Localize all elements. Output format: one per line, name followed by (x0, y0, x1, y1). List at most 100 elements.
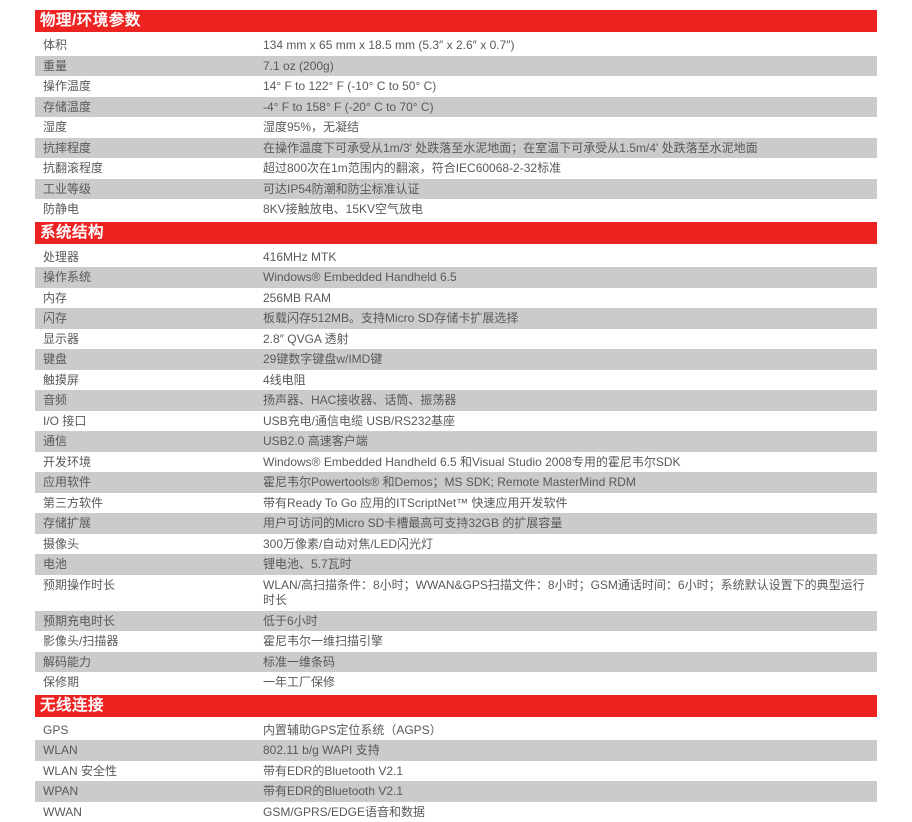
table-row: 电池锂电池、5.7瓦时 (35, 554, 877, 575)
spec-value: 带有EDR的Bluetooth V2.1 (263, 761, 877, 782)
spec-label: WLAN (35, 740, 263, 761)
spec-label: 预期充电时长 (35, 611, 263, 632)
table-row: 解码能力标准一维条码 (35, 652, 877, 673)
spec-value: GSM/GPRS/EDGE语音和数据 (263, 802, 877, 822)
spec-value: 134 mm x 65 mm x 18.5 mm (5.3″ x 2.6″ x … (263, 35, 877, 56)
spec-label: 存储温度 (35, 97, 263, 118)
spec-value: 霍尼韦尔一维扫描引擎 (263, 631, 877, 652)
table-row: 预期充电时长低于6小时 (35, 611, 877, 632)
table-row: 影像头/扫描器霍尼韦尔一维扫描引擎 (35, 631, 877, 652)
spec-value: 板载闪存512MB。支持Micro SD存储卡扩展选择 (263, 308, 877, 329)
spec-label: 键盘 (35, 349, 263, 370)
spec-value: 8KV接触放电、15KV空气放电 (263, 199, 877, 220)
spec-label: 触摸屏 (35, 370, 263, 391)
spec-label: 摄像头 (35, 534, 263, 555)
table-row: 应用软件霍尼韦尔Powertools® 和Demos；MS SDK; Remot… (35, 472, 877, 493)
spec-value: 在操作温度下可承受从1m/3' 处跌落至水泥地面；在室温下可承受从1.5m/4'… (263, 138, 877, 159)
spec-value: WLAN/高扫描条件：8小时；WWAN&GPS扫描文件：8小时；GSM通话时间：… (263, 575, 877, 611)
spec-label: 体积 (35, 35, 263, 56)
spec-label: WWAN (35, 802, 263, 822)
spec-label: 第三方软件 (35, 493, 263, 514)
table-row: 抗摔程度在操作温度下可承受从1m/3' 处跌落至水泥地面；在室温下可承受从1.5… (35, 138, 877, 159)
table-row: 闪存板载闪存512MB。支持Micro SD存储卡扩展选择 (35, 308, 877, 329)
spec-label: 电池 (35, 554, 263, 575)
spec-value: 用户可访问的Micro SD卡槽最高可支持32GB 的扩展容量 (263, 513, 877, 534)
spec-label: 存储扩展 (35, 513, 263, 534)
spec-value: 霍尼韦尔Powertools® 和Demos；MS SDK; Remote Ma… (263, 472, 877, 493)
spec-value: 扬声器、HAC接收器、话筒、振荡器 (263, 390, 877, 411)
spec-value: 可达IP54防潮和防尘标准认证 (263, 179, 877, 200)
spec-label: WLAN 安全性 (35, 761, 263, 782)
spec-label: 处理器 (35, 247, 263, 268)
spec-label: 抗摔程度 (35, 138, 263, 159)
spec-label: 重量 (35, 56, 263, 77)
spec-label: 保修期 (35, 672, 263, 693)
spec-value: 标准一维条码 (263, 652, 877, 673)
spec-value: 802.11 b/g WAPI 支持 (263, 740, 877, 761)
spec-value: 湿度95%，无凝结 (263, 117, 877, 138)
section-header: 物理/环境参数 (35, 10, 877, 32)
section-header: 系统结构 (35, 222, 877, 244)
spec-value: 带有Ready To Go 应用的ITScriptNet™ 快速应用开发软件 (263, 493, 877, 514)
table-row: WLAN 安全性带有EDR的Bluetooth V2.1 (35, 761, 877, 782)
spec-value: 416MHz MTK (263, 247, 877, 268)
spec-label: 抗翻滚程度 (35, 158, 263, 179)
table-row: 工业等级可达IP54防潮和防尘标准认证 (35, 179, 877, 200)
spec-label: 工业等级 (35, 179, 263, 200)
spec-label: 通信 (35, 431, 263, 452)
spec-label: 解码能力 (35, 652, 263, 673)
spec-value: 一年工厂保修 (263, 672, 877, 693)
table-row: 存储扩展用户可访问的Micro SD卡槽最高可支持32GB 的扩展容量 (35, 513, 877, 534)
spec-label: I/O 接口 (35, 411, 263, 432)
spec-value: 带有EDR的Bluetooth V2.1 (263, 781, 877, 802)
spec-value: -4° F to 158° F (-20° C to 70° C) (263, 97, 877, 118)
table-row: 存储温度-4° F to 158° F (-20° C to 70° C) (35, 97, 877, 118)
spec-value: 29键数字键盘w/IMD键 (263, 349, 877, 370)
table-row: 湿度湿度95%，无凝结 (35, 117, 877, 138)
spec-value: 7.1 oz (200g) (263, 56, 877, 77)
spec-value: 内置辅助GPS定位系统（AGPS） (263, 720, 877, 741)
spec-label: 防静电 (35, 199, 263, 220)
spec-value: 256MB RAM (263, 288, 877, 309)
spec-label: WPAN (35, 781, 263, 802)
table-row: 音频扬声器、HAC接收器、话筒、振荡器 (35, 390, 877, 411)
spec-value: 14° F to 122° F (-10° C to 50° C) (263, 76, 877, 97)
spec-label: 内存 (35, 288, 263, 309)
spec-label: 闪存 (35, 308, 263, 329)
spec-value: Windows® Embedded Handheld 6.5 和Visual S… (263, 452, 877, 473)
table-row: 保修期一年工厂保修 (35, 672, 877, 693)
spec-label: GPS (35, 720, 263, 741)
table-row: 抗翻滚程度超过800次在1m范围内的翻滚，符合IEC60068-2-32标准 (35, 158, 877, 179)
spec-label: 显示器 (35, 329, 263, 350)
spec-value: USB充电/通信电缆 USB/RS232基座 (263, 411, 877, 432)
spec-value: 4线电阻 (263, 370, 877, 391)
spec-label: 开发环境 (35, 452, 263, 473)
spec-value: USB2.0 高速客户端 (263, 431, 877, 452)
section-header: 无线连接 (35, 695, 877, 717)
spec-label: 操作系统 (35, 267, 263, 288)
spec-label: 湿度 (35, 117, 263, 138)
spec-value: 2.8″ QVGA 透射 (263, 329, 877, 350)
table-row: 第三方软件带有Ready To Go 应用的ITScriptNet™ 快速应用开… (35, 493, 877, 514)
spec-label: 预期操作时长 (35, 575, 263, 596)
